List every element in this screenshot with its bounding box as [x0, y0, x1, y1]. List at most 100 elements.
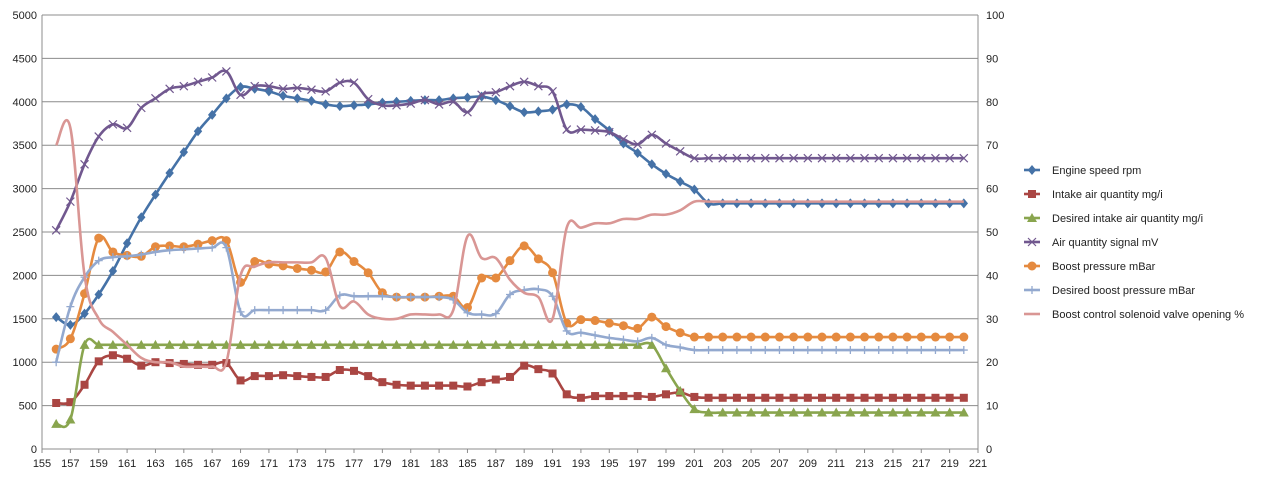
- data-point: [761, 198, 770, 209]
- data-point: [378, 292, 387, 301]
- data-point: [746, 153, 756, 163]
- data-point: [350, 292, 358, 301]
- data-point: [321, 306, 330, 315]
- data-point: [406, 293, 415, 302]
- data-point: [419, 339, 430, 349]
- y-tick-label: 2000: [13, 270, 37, 282]
- data-point: [52, 358, 61, 367]
- data-point: [391, 339, 402, 349]
- legend-item: Engine speed rpm: [1024, 165, 1141, 177]
- legend-item: Intake air quantity mg/i: [1024, 189, 1163, 201]
- data-point: [704, 332, 714, 342]
- series-5: [52, 241, 968, 367]
- data-point: [647, 392, 656, 401]
- data-point: [633, 323, 643, 333]
- data-point: [547, 339, 558, 349]
- data-point: [902, 407, 913, 417]
- data-point: [533, 339, 544, 349]
- data-point: [264, 81, 274, 91]
- data-point: [264, 372, 273, 381]
- data-point: [94, 289, 103, 300]
- data-point: [363, 268, 373, 278]
- data-point: [774, 332, 784, 342]
- data-point: [194, 244, 202, 253]
- data-point: [931, 346, 940, 355]
- legend-label: Air quantity signal mV: [1052, 237, 1159, 249]
- data-point: [65, 414, 76, 424]
- data-point: [505, 81, 515, 91]
- data-point: [307, 85, 316, 95]
- data-point: [207, 339, 218, 349]
- data-point: [647, 159, 657, 170]
- data-point: [94, 233, 104, 243]
- data-point: [51, 312, 61, 323]
- data-point: [817, 332, 827, 342]
- data-point: [420, 95, 430, 105]
- data-point: [732, 332, 742, 342]
- data-point: [434, 339, 445, 349]
- data-point: [463, 92, 472, 103]
- data-point: [548, 104, 557, 115]
- x-tick-label: 179: [373, 458, 391, 470]
- data-point: [859, 407, 870, 417]
- data-point: [576, 328, 585, 337]
- data-point: [761, 346, 770, 355]
- data-point: [321, 86, 331, 96]
- data-point: [179, 147, 189, 158]
- data-point: [151, 247, 160, 256]
- data-point: [817, 407, 827, 417]
- data-point: [732, 198, 742, 209]
- data-point: [604, 318, 614, 328]
- data-point: [590, 126, 600, 135]
- data-point: [534, 365, 543, 374]
- y2-tick-label: 30: [986, 314, 998, 326]
- data-point: [633, 139, 643, 149]
- legend-marker: [1027, 213, 1037, 222]
- data-point: [533, 254, 543, 264]
- data-point: [350, 366, 358, 375]
- data-point: [491, 375, 500, 384]
- data-point: [888, 153, 898, 163]
- series-4: [51, 233, 969, 354]
- data-point: [80, 308, 89, 319]
- data-point: [293, 372, 302, 381]
- data-point: [137, 212, 146, 223]
- y-tick-label: 1000: [13, 357, 37, 369]
- data-point: [193, 77, 203, 87]
- data-point: [435, 293, 444, 302]
- x-tick-label: 213: [855, 458, 873, 470]
- data-point: [873, 407, 884, 417]
- data-point: [533, 81, 543, 91]
- data-point: [888, 393, 897, 402]
- data-point: [65, 334, 75, 344]
- data-point: [165, 246, 174, 255]
- y2-tick-label: 40: [986, 270, 998, 282]
- data-point: [321, 267, 331, 277]
- data-point: [320, 339, 331, 349]
- y-tick-label: 1500: [13, 314, 37, 326]
- data-point: [902, 198, 912, 209]
- data-point: [718, 393, 727, 402]
- data-point: [406, 99, 416, 108]
- data-point: [591, 392, 600, 401]
- x-tick-label: 203: [714, 458, 732, 470]
- data-point: [79, 339, 90, 349]
- data-point: [916, 332, 926, 342]
- data-point: [576, 393, 585, 402]
- x-tick-label: 219: [940, 458, 958, 470]
- data-point: [845, 332, 855, 342]
- data-point: [377, 100, 387, 110]
- data-point: [562, 99, 571, 110]
- data-point: [860, 198, 869, 209]
- data-point: [66, 398, 75, 407]
- data-point: [676, 343, 685, 352]
- data-point: [690, 184, 699, 195]
- data-point: [207, 109, 217, 120]
- x-tick-label: 165: [175, 458, 193, 470]
- data-point: [789, 198, 798, 209]
- data-point: [675, 146, 685, 156]
- data-point: [888, 332, 898, 342]
- data-point: [165, 167, 174, 178]
